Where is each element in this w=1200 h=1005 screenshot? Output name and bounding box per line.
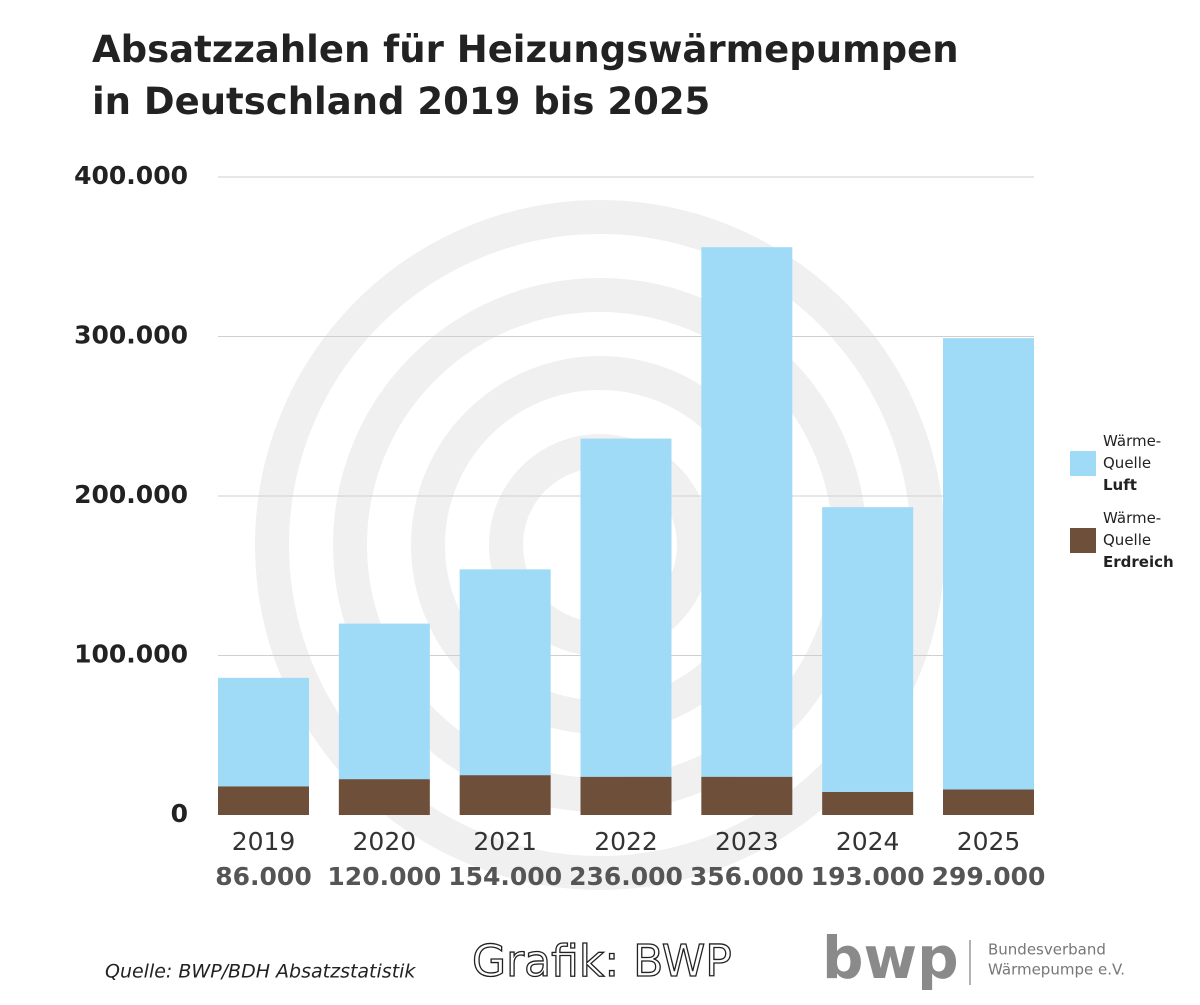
total-label: 86.000 (215, 862, 311, 891)
legend-line: Quelle (1103, 531, 1151, 549)
legend-line: Erdreich (1103, 553, 1174, 571)
total-label: 193.000 (811, 862, 925, 891)
bar-segment (701, 776, 793, 815)
total-label: 299.000 (932, 862, 1046, 891)
bar-segment (218, 677, 309, 787)
bar-segment (822, 791, 914, 815)
y-tick-label: 100.000 (74, 640, 188, 669)
bar-segment (943, 338, 1034, 790)
bar-segment (943, 789, 1034, 815)
y-tick-label: 400.000 (74, 161, 188, 190)
y-tick-label: 200.000 (74, 480, 188, 509)
legend-line: Luft (1103, 476, 1137, 494)
x-tick-label: 2023 (715, 827, 779, 856)
y-tick-label: 300.000 (74, 321, 188, 350)
total-label: 356.000 (690, 862, 804, 891)
bar-segment (338, 623, 430, 780)
bar-segment (580, 438, 672, 777)
total-label: 154.000 (448, 862, 562, 891)
logo-text: Wärmepumpe e.V. (988, 961, 1125, 979)
bar-segment (701, 247, 793, 777)
logo-mark: bwp (822, 924, 959, 992)
bar-segment (459, 569, 551, 776)
x-tick-label: 2025 (957, 827, 1021, 856)
y-tick-label: 0 (171, 799, 188, 828)
legend-line: Quelle (1103, 454, 1151, 472)
chart-title: Absatzzahlen für Heizungswärmepumpen in … (92, 28, 959, 123)
credit: Grafik: BWP (472, 936, 732, 987)
bar-segment (459, 775, 551, 815)
x-tick-label: 2022 (594, 827, 658, 856)
x-tick-label: 2021 (473, 827, 537, 856)
legend-label: Wärme- Quelle Luft (1103, 432, 1161, 494)
legend-line: Wärme- (1103, 432, 1161, 450)
total-label: 120.000 (327, 862, 441, 891)
x-tick-label: 2024 (836, 827, 900, 856)
logo-text: Bundesverband (988, 941, 1106, 959)
bar-segment (338, 779, 430, 815)
legend-swatch (1070, 451, 1096, 476)
legend-label: Wärme- Quelle Erdreich (1103, 509, 1174, 571)
x-tick-label: 2020 (353, 827, 417, 856)
bar-segment (822, 507, 914, 792)
legend-line: Wärme- (1103, 509, 1161, 527)
total-label: 236.000 (569, 862, 683, 891)
bar-segment (580, 776, 672, 815)
source: Quelle: BWP/BDH Absatzstatistik (105, 961, 416, 983)
bar-segment (218, 786, 309, 815)
legend-swatch (1070, 528, 1096, 553)
x-tick-label: 2019 (232, 827, 296, 856)
